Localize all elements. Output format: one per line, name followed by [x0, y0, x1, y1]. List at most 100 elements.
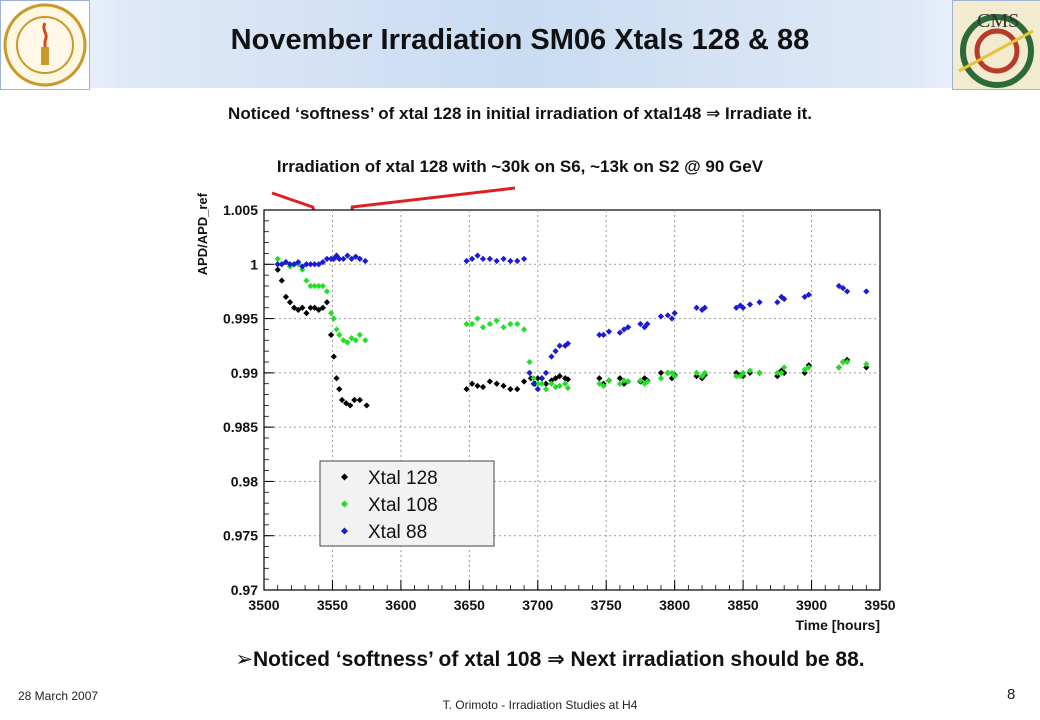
data-point: [286, 299, 294, 306]
data-point: [493, 380, 500, 387]
data-point: [311, 304, 318, 311]
data-point: [616, 329, 624, 336]
data-point: [356, 396, 363, 404]
data-point: [781, 295, 788, 303]
data-point: [538, 375, 545, 382]
data-point: [500, 324, 507, 331]
svg-text:CMS: CMS: [977, 10, 1019, 32]
data-point: [805, 291, 812, 298]
header-band: [0, 0, 1040, 88]
data-point: [844, 288, 851, 295]
data-point: [486, 320, 493, 328]
legend-label: Xtal 88: [368, 522, 427, 543]
legend-marker: [340, 500, 349, 508]
data-point: [344, 339, 351, 346]
data-point: [552, 375, 559, 382]
data-point: [514, 257, 521, 265]
data-point: [356, 331, 363, 338]
data-point: [479, 383, 487, 391]
data-point: [295, 306, 302, 313]
data-point: [315, 282, 322, 290]
data-point: [493, 257, 500, 265]
tick-label-x: 3650: [454, 597, 485, 613]
x-axis-label: Time [hours]: [795, 617, 880, 633]
data-point: [295, 259, 302, 266]
tick-label-x: 3950: [864, 597, 895, 613]
data-point: [514, 386, 521, 393]
slide-title: November Irradiation SM06 Xtals 128 & 88: [230, 24, 810, 56]
tick-label-x: 3550: [317, 597, 348, 613]
tick-label-x: 3700: [522, 597, 553, 613]
note-irradiation: Irradiation of xtal 128 with ~30k on S6,…: [276, 157, 764, 176]
data-point: [463, 320, 470, 328]
data-point: [333, 375, 340, 382]
data-point: [307, 261, 314, 268]
data-point: [338, 396, 346, 404]
data-point: [282, 259, 290, 266]
tick-label-x: 3600: [385, 597, 416, 613]
tick-label-y: 0.98: [231, 473, 258, 489]
data-point: [327, 310, 335, 317]
data-point: [330, 353, 337, 360]
slide-number: 8: [1007, 686, 1016, 703]
data-point: [463, 257, 470, 265]
tick-label-x: 3850: [728, 597, 759, 613]
legend: Xtal 128 Xtal 108 Xtal 88: [319, 460, 495, 547]
data-point: [282, 293, 290, 300]
data-point: [291, 304, 298, 311]
data-point: [616, 375, 624, 382]
data-point: [362, 337, 369, 344]
data-point: [620, 326, 628, 333]
data-point: [348, 335, 355, 342]
axis-ticks: 3500 3550 3600 3650 3700 3750 3800 3850 3900 3950…: [223, 202, 896, 613]
data-point: [552, 348, 559, 355]
data-point: [351, 396, 358, 404]
data-point: [303, 277, 310, 284]
tick-label-y: 0.995: [223, 311, 258, 327]
data-point: [657, 375, 665, 382]
cms-logo-icon: CMS: [952, 0, 1040, 90]
data-point: [323, 299, 331, 306]
data-point: [507, 320, 514, 328]
data-point: [340, 337, 347, 344]
data-point: [520, 378, 528, 385]
data-point: [274, 255, 281, 262]
data-point: [336, 331, 343, 338]
data-point: [479, 324, 487, 331]
data-point: [291, 261, 298, 268]
data-point: [493, 317, 500, 324]
data-point: [564, 384, 572, 392]
bullet-note: ➢Noticed ‘softness’ of xtal 108 ⇒ Next i…: [235, 648, 865, 671]
data-point: [330, 315, 337, 322]
data-point: [348, 255, 355, 262]
data-point: [307, 304, 314, 311]
data-point: [746, 367, 754, 374]
data-point: [474, 315, 481, 322]
tick-label-y: 0.97: [231, 582, 258, 598]
data-point: [323, 255, 331, 262]
data-point: [507, 257, 514, 265]
data-point: [500, 382, 507, 389]
data-point: [303, 310, 310, 317]
tick-label-x: 3500: [248, 597, 279, 613]
data-point: [327, 331, 335, 338]
data-point: [486, 378, 493, 385]
tick-label-y: 0.99: [231, 365, 258, 381]
tick-label-x: 3800: [659, 597, 690, 613]
legend-marker: [340, 473, 349, 481]
data-point: [274, 261, 281, 268]
data-point: [352, 337, 359, 344]
data-point: [286, 261, 294, 268]
data-point: [863, 361, 870, 368]
note-top: Noticed ‘softness’ of xtal 128 in initia…: [228, 104, 812, 123]
data-point: [542, 386, 550, 393]
data-point: [474, 252, 481, 259]
tick-label-x: 3750: [591, 597, 622, 613]
data-point: [347, 402, 354, 409]
data-point: [307, 282, 314, 290]
data-point: [839, 285, 847, 292]
data-point: [319, 304, 326, 311]
slide-date: 28 March 2007: [18, 689, 99, 703]
legend-label: Xtal 108: [368, 495, 438, 516]
